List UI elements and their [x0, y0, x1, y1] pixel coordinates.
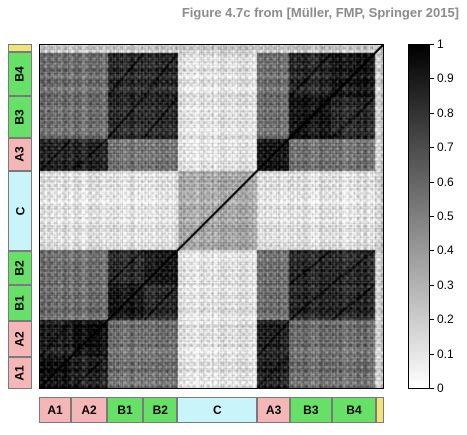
segment-label-x-A2: A2 [71, 397, 107, 423]
colorbar-tick-label: 0.1 [437, 346, 454, 361]
colorbar-tick [430, 388, 434, 389]
colorbar-tick-label: 1 [437, 37, 444, 51]
segment-label-x-B1: B1 [106, 397, 144, 423]
segment-label-y-B4: B4 [8, 51, 32, 97]
segment-label-y-B3: B3 [8, 96, 32, 139]
colorbar-tick-label: 0.3 [437, 277, 454, 292]
segment-label-y-B2: B2 [8, 250, 32, 285]
colorbar-tick [430, 181, 434, 183]
segment-label-x-B4: B4 [331, 397, 377, 423]
segment-label-x-C: C [177, 397, 258, 423]
colorbar-tick-label: 0.9 [437, 71, 454, 86]
colorbar-tick [430, 250, 434, 252]
segment-label-y-A1: A1 [8, 356, 32, 389]
colorbar-tick-label: 0.6 [437, 174, 454, 189]
colorbar-tick [430, 216, 434, 217]
colorbar-tick [430, 284, 434, 286]
segment-label-y-end [8, 44, 32, 52]
colorbar-tick [430, 353, 434, 355]
colorbar-ticks: 0 0.1 0.2 0.3 0.4 0.5 0.6 0.7 0.8 0.9 1 [430, 38, 467, 394]
colorbar-tick-label: 0.7 [437, 140, 454, 155]
colorbar-tick-label: 0 [437, 381, 444, 395]
segment-label-x-B2: B2 [143, 397, 178, 423]
colorbar-tick-label: 0.2 [437, 312, 454, 327]
figure-caption: Figure 4.7c from [Müller, FMP, Springer … [181, 5, 459, 20]
colorbar-tick-label: 0.4 [437, 243, 454, 258]
colorbar-tick [430, 319, 434, 321]
colorbar [408, 44, 430, 389]
segment-label-x-end [376, 397, 384, 423]
colorbar-tick [430, 112, 434, 114]
segment-label-x-A3: A3 [257, 397, 290, 423]
self-similarity-matrix [39, 44, 384, 389]
segment-label-x-B3: B3 [289, 397, 332, 423]
segment-label-y-A2: A2 [8, 321, 32, 357]
colorbar-tick-label: 0.8 [437, 105, 454, 120]
segment-label-y-B1: B1 [8, 284, 32, 322]
colorbar-tick-label: 0.5 [437, 209, 454, 223]
segment-bar-vertical: A1 A2 B1 B2 C A3 B3 B4 [8, 44, 32, 389]
segment-label-y-A3: A3 [8, 138, 32, 171]
segment-label-y-C: C [8, 170, 32, 251]
colorbar-tick [430, 78, 434, 80]
matrix-canvas [40, 45, 383, 388]
segment-label-x-A1: A1 [39, 397, 72, 423]
colorbar-tick [430, 44, 434, 45]
colorbar-tick [430, 147, 434, 149]
segment-bar-horizontal: A1 A2 B1 B2 C A3 B3 B4 [39, 397, 384, 423]
